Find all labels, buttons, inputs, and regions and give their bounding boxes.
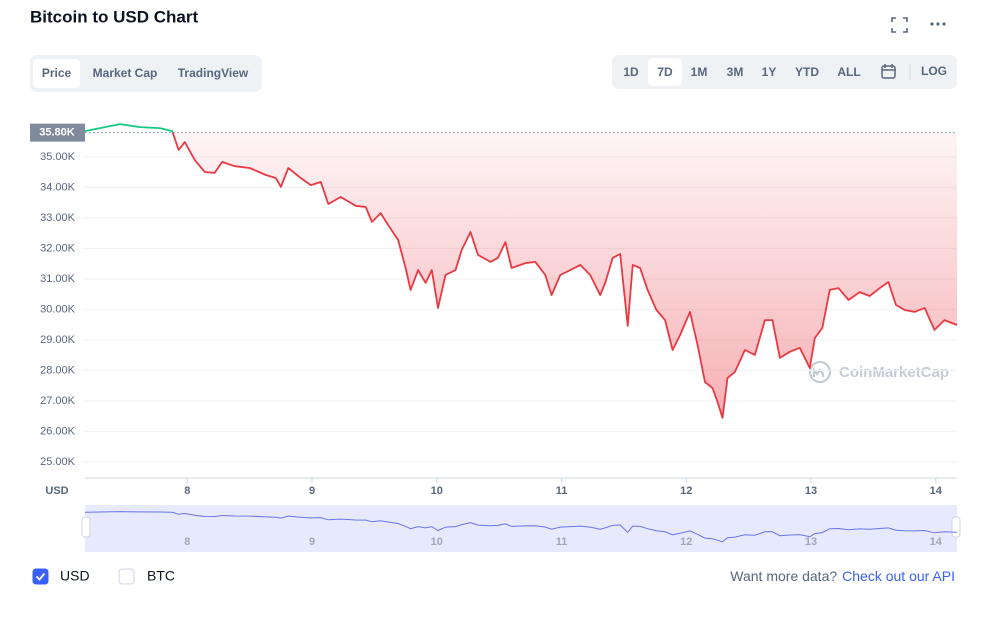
navigator-tick-label: 11 — [556, 536, 568, 548]
range-active — [648, 58, 682, 86]
footer: Want more data? Check out our API — [730, 568, 955, 584]
navigator-handle[interactable] — [951, 516, 961, 538]
calendar-icon[interactable] — [881, 64, 896, 79]
price-area — [85, 132, 957, 418]
y-tick-label: 26.00K — [40, 425, 76, 437]
checkbox-label: USD — [60, 568, 90, 584]
navigator-line — [84, 511, 958, 543]
x-tick-label: 14 — [930, 485, 943, 497]
navigator-tick-label: 13 — [805, 536, 817, 548]
range-button[interactable]: ALL — [837, 65, 860, 79]
tab[interactable]: Market Cap — [93, 66, 158, 80]
checkmark — [35, 572, 46, 581]
navigator-tick-label: 8 — [184, 536, 190, 548]
range-button[interactable]: 1Y — [762, 65, 777, 79]
range-button[interactable]: 3M — [727, 65, 744, 79]
range-group — [612, 55, 957, 89]
x-tick-label: 13 — [805, 485, 817, 497]
range-button[interactable]: 1M — [691, 65, 708, 79]
price-tag — [30, 123, 85, 142]
y-tick-label: 29.00K — [40, 334, 76, 346]
x-tick-label: 10 — [431, 485, 443, 497]
fullscreen-icon[interactable] — [891, 17, 908, 33]
tab[interactable]: TradingView — [178, 66, 249, 80]
price-tag-label: 35.80K — [39, 127, 75, 139]
x-tick-label: 12 — [680, 485, 692, 497]
navigator-handle[interactable] — [81, 516, 91, 538]
y-tick-label: 25.00K — [40, 456, 76, 468]
tab-group — [30, 55, 262, 92]
x-tick-label: 9 — [309, 485, 315, 497]
title: Bitcoin to USD Chart — [30, 7, 198, 26]
checkbox[interactable] — [118, 568, 135, 585]
y-tick-label: 30.00K — [40, 303, 76, 315]
footer-link[interactable]: Check out our API — [842, 568, 955, 584]
footer-text: Want more data? — [730, 568, 837, 584]
range-button[interactable]: 7D — [657, 65, 673, 79]
y-tick-label: 32.00K — [40, 242, 76, 254]
price-line — [84, 123, 958, 419]
navigator-tick-label: 10 — [431, 536, 443, 548]
y-tick-label: 31.00K — [40, 273, 76, 285]
tab[interactable]: Price — [42, 66, 72, 80]
range-button[interactable]: 1D — [623, 65, 639, 79]
y-tick-label: 33.00K — [40, 212, 76, 224]
x-tick-label: 11 — [556, 485, 568, 497]
navigator[interactable] — [85, 505, 957, 552]
log-button[interactable]: LOG — [921, 64, 947, 78]
x-tick-label: 8 — [184, 485, 190, 497]
y-tick-label: 34.00K — [40, 181, 76, 193]
navigator-tick-label: 9 — [309, 536, 315, 548]
tab-active — [33, 59, 80, 88]
range-button[interactable]: YTD — [795, 65, 819, 79]
watermark: CoinMarketCap — [839, 364, 949, 381]
y-tick-label: 27.00K — [40, 395, 76, 407]
navigator-tick-label: 12 — [680, 536, 692, 548]
y-axis-label: USD — [45, 485, 68, 497]
y-tick-label: 35.00K — [40, 151, 76, 163]
checkbox[interactable] — [32, 568, 49, 585]
checkbox-label: BTC — [147, 568, 175, 584]
more-icon[interactable] — [930, 22, 946, 26]
y-tick-label: 28.00K — [40, 364, 76, 376]
navigator-tick-label: 14 — [930, 536, 943, 548]
watermark-logo — [808, 360, 832, 384]
